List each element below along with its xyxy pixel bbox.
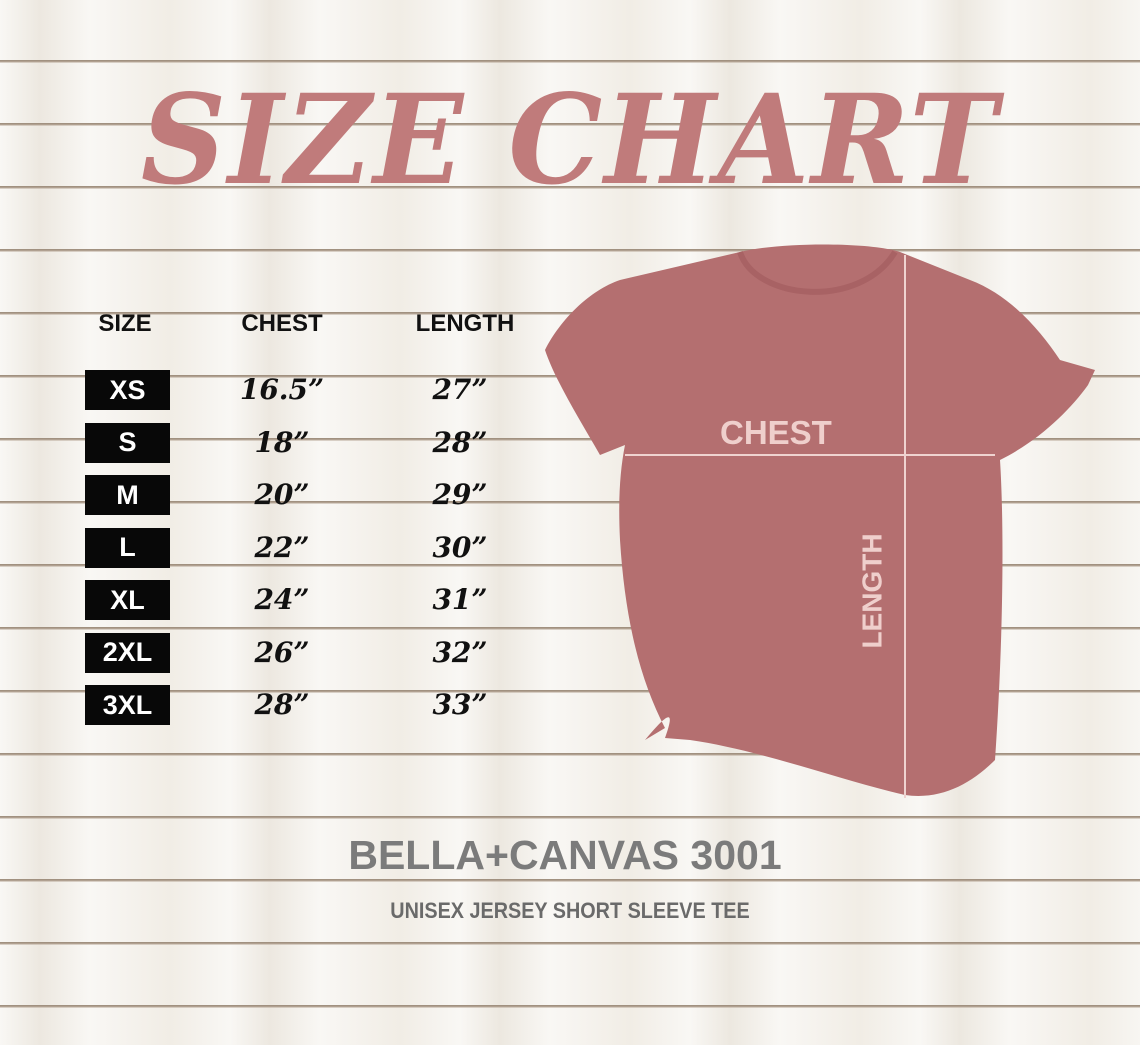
header-length: LENGTH [415,310,515,337]
length-value: 29” [432,478,488,511]
brand-description: UNISEX JERSEY SHORT SLEEVE TEE [390,898,750,923]
length-value: 31” [432,583,488,616]
brand-name: BELLA+CANVAS 3001 [348,832,782,878]
size-label: 2XL [85,632,170,673]
size-label: M [85,475,170,515]
chest-value: 26” [254,635,310,669]
chest-value: 16.5” [239,373,325,406]
length-label: LENGTH [856,533,888,649]
size-label: XL [85,580,170,620]
chest-value: 24” [254,583,310,616]
page-title: SIZE CHART [140,66,1000,213]
tshirt-shape [545,244,1095,796]
chest-value: 20” [254,478,310,511]
length-value: 33” [432,688,488,721]
tshirt-illustration [545,244,1095,798]
length-value: 30” [432,530,488,564]
header-chest: CHEST [241,310,323,337]
chest-value: 18” [254,425,310,459]
size-label: XS [85,370,170,410]
header-size: SIZE [98,310,152,337]
chest-value: 22” [254,530,310,564]
chest-label: CHEST [720,414,832,451]
size-label: 3XL [85,685,170,725]
chest-value: 28” [254,688,310,721]
size-label: L [85,527,170,568]
length-value: 32” [432,635,488,669]
length-value: 27” [432,373,488,406]
length-value: 28” [432,425,488,459]
size-label: S [85,422,170,463]
